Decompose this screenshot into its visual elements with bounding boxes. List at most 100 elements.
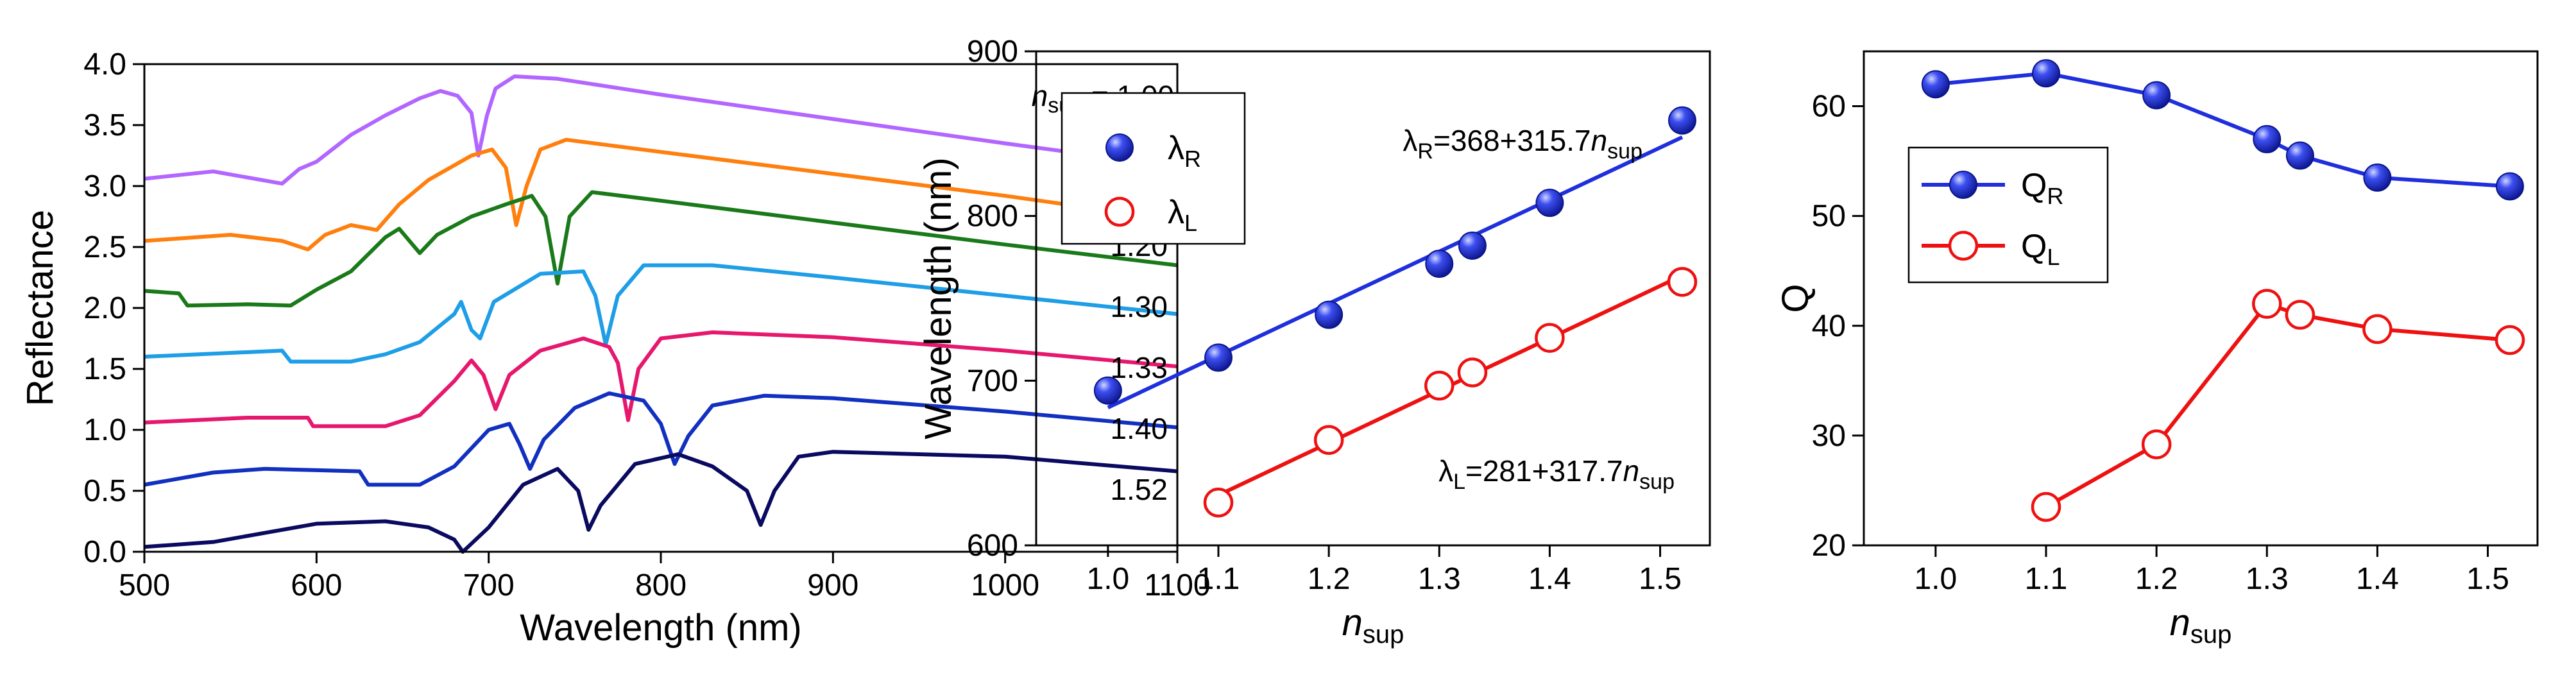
data-point-R bbox=[1204, 343, 1233, 372]
data-points bbox=[1093, 106, 1698, 518]
q-factor-chart: 1.0 1.1 1.2 1.3 1.4 1.5 20 30 40 50 60 QR QL Q nsup bbox=[1775, 50, 2539, 649]
data-point-L bbox=[2495, 325, 2525, 355]
series-label: 1.40 bbox=[1110, 412, 1168, 445]
y-tick-label: 900 bbox=[967, 35, 1018, 69]
y-axis-title: Reflectance bbox=[19, 210, 61, 406]
x-tick-label: 1.5 bbox=[2466, 562, 2509, 596]
y-tick-label: 30 bbox=[1812, 419, 1846, 453]
fit-equation-R: λR=368+315.7nsup bbox=[1403, 124, 1642, 164]
legend-marker-L bbox=[1104, 196, 1135, 227]
x-tick-label: 1.0 bbox=[1915, 562, 1958, 596]
series-lines bbox=[1935, 71, 2511, 509]
fit-equation-L: λL=281+317.7nsup bbox=[1438, 454, 1675, 494]
y-tick-label: 0.0 bbox=[83, 535, 126, 569]
x-tick-label: 1.2 bbox=[1308, 562, 1351, 596]
fit-equations: λR=368+315.7nsup λL=281+317.7nsup bbox=[1403, 124, 1675, 494]
data-point-R bbox=[1458, 231, 1487, 260]
y-axis-title: Q bbox=[1775, 284, 1816, 312]
reflectance-curve-1.20 bbox=[144, 190, 1178, 308]
x-tick-label: 1.3 bbox=[1418, 562, 1461, 596]
legend: QR QL bbox=[1907, 146, 2109, 284]
reflectance-curve-1.40 bbox=[144, 391, 1178, 487]
x-tick-label: 1.1 bbox=[1197, 562, 1240, 596]
data-point-R bbox=[1315, 300, 1343, 329]
data-point-R bbox=[2495, 172, 2524, 201]
data-point-R bbox=[1093, 376, 1122, 405]
y-tick-label: 60 bbox=[1812, 90, 1846, 124]
data-point-L bbox=[1457, 357, 1488, 388]
y-tick-label: 0.5 bbox=[83, 474, 126, 508]
x-tick-label: 1.2 bbox=[2135, 562, 2178, 596]
data-point-L bbox=[2285, 300, 2316, 330]
data-point-L bbox=[2141, 429, 2172, 459]
data-point-L bbox=[1313, 425, 1344, 455]
data-point-L bbox=[1203, 488, 1234, 518]
axis-ticks: 1.0 1.1 1.2 1.3 1.4 1.5 600 700 800 900 bbox=[967, 35, 1682, 596]
x-tick-label: 900 bbox=[807, 568, 858, 602]
data-point-L bbox=[2362, 314, 2393, 345]
data-point-L bbox=[1424, 370, 1454, 401]
y-tick-label: 1.5 bbox=[83, 352, 126, 386]
legend-marker-R bbox=[1105, 133, 1134, 162]
x-tick-label: 1000 bbox=[971, 568, 1039, 602]
reflectance-curve-1.00 bbox=[144, 74, 1178, 186]
series-label: 1.30 bbox=[1110, 290, 1168, 323]
x-tick-label: 500 bbox=[119, 568, 170, 602]
legend-marker-L bbox=[1948, 230, 1979, 261]
plot-frame bbox=[143, 63, 1179, 553]
legend-box bbox=[1907, 146, 2109, 284]
x-tick-label: 1.0 bbox=[1087, 562, 1130, 596]
reflectance-curve-1.30 bbox=[144, 263, 1178, 364]
data-point-L bbox=[2252, 289, 2282, 319]
wavelength-chart: 1.0 1.1 1.2 1.3 1.4 1.5 600 700 800 900 λR λL λR=3… bbox=[917, 35, 1711, 649]
data-point-R bbox=[2032, 59, 2061, 88]
y-tick-label: 1.0 bbox=[83, 413, 126, 447]
data-point-L bbox=[1535, 323, 1565, 353]
y-axis-title: Wavelength (nm) bbox=[917, 157, 959, 439]
data-point-L bbox=[1667, 267, 1698, 297]
x-tick-label: 600 bbox=[291, 568, 342, 602]
x-axis-title: Wavelength (nm) bbox=[520, 607, 801, 649]
data-point-R bbox=[2363, 163, 2392, 192]
reflectance-curve-1.33 bbox=[144, 330, 1178, 429]
x-tick-label: 1100 bbox=[1144, 568, 1210, 602]
reflectance-chart: nsup = 1.001.101.201.301.331.401.52 5006… bbox=[19, 47, 1211, 649]
y-tick-label: 700 bbox=[967, 364, 1018, 398]
y-tick-label: 4.0 bbox=[83, 47, 126, 81]
y-tick-label: 20 bbox=[1812, 529, 1846, 563]
reflectance-curve-1.10 bbox=[144, 137, 1178, 251]
legend-label-R: QR bbox=[2021, 167, 2063, 209]
fit-line-R bbox=[1107, 135, 1684, 409]
axis-ticks: 500 600 700 800 900 1000 1100 0.0 0.5 1.0 1.5 2.0 2.… bbox=[83, 47, 1210, 602]
plot-frame bbox=[1863, 50, 2539, 547]
y-tick-label: 50 bbox=[1812, 200, 1846, 234]
y-tick-label: 2.5 bbox=[83, 230, 126, 264]
data-point-R bbox=[1425, 250, 1454, 278]
x-tick-label: 1.4 bbox=[1528, 562, 1571, 596]
x-tick-label: 700 bbox=[463, 568, 515, 602]
legend-marker-R bbox=[1949, 171, 1977, 199]
legend-label-L: λL bbox=[1168, 194, 1197, 236]
series-label: 1.33 bbox=[1110, 351, 1168, 384]
x-axis-title: nsup bbox=[1342, 602, 1404, 649]
y-tick-label: 3.0 bbox=[83, 169, 126, 203]
x-tick-label: 1.4 bbox=[2356, 562, 2399, 596]
data-point-R bbox=[2285, 141, 2314, 170]
y-tick-label: 600 bbox=[967, 529, 1018, 563]
data-point-R bbox=[1921, 70, 1950, 99]
x-axis-title: nsup bbox=[2170, 602, 2232, 649]
data-point-L bbox=[2031, 491, 2061, 522]
x-tick-label: 1.1 bbox=[2025, 562, 2068, 596]
axis-ticks: 1.0 1.1 1.2 1.3 1.4 1.5 20 30 40 50 60 bbox=[1812, 90, 2509, 596]
legend-label-R: λR bbox=[1168, 130, 1201, 172]
y-tick-label: 800 bbox=[967, 200, 1018, 234]
x-tick-label: 1.3 bbox=[2246, 562, 2289, 596]
reflectance-series-group bbox=[144, 74, 1178, 554]
plot-frame bbox=[1035, 50, 1711, 547]
data-point-R bbox=[1535, 189, 1564, 217]
data-points bbox=[1921, 59, 2525, 522]
y-tick-label: 2.0 bbox=[83, 291, 126, 325]
data-point-R bbox=[2253, 124, 2282, 153]
legend-label-L: QL bbox=[2021, 228, 2060, 270]
